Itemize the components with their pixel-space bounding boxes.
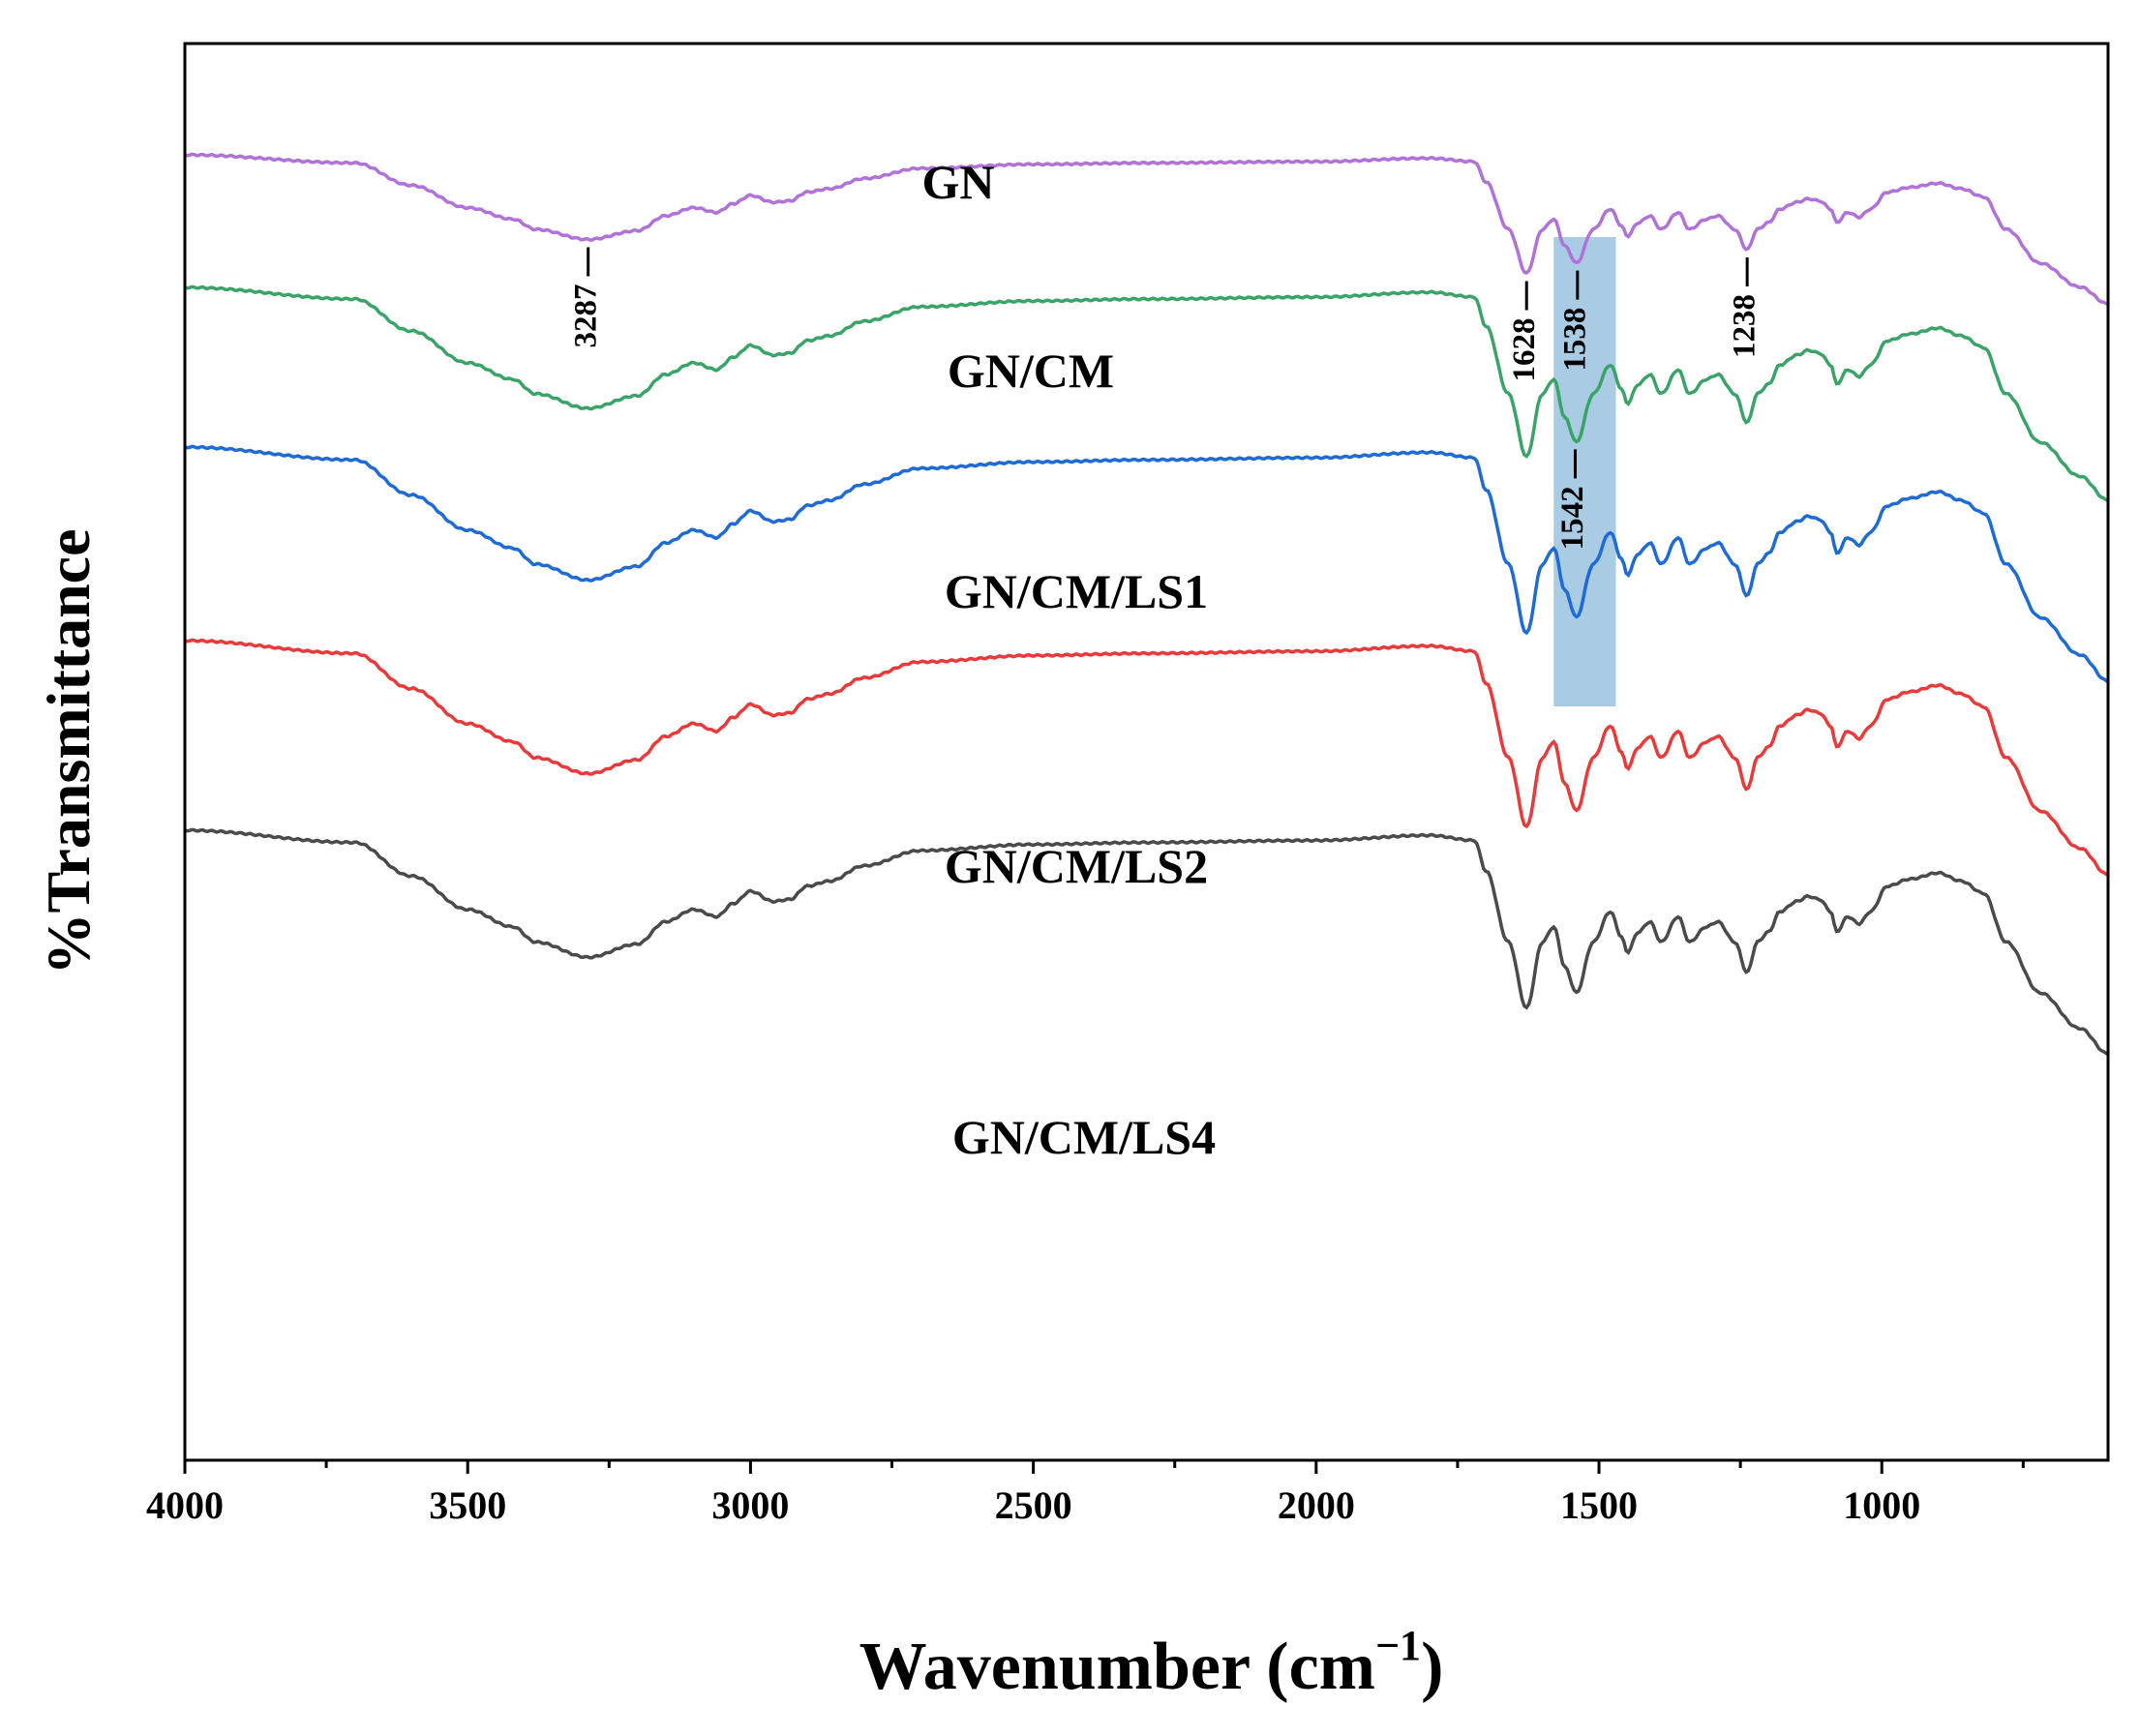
x-tick-label-2: 3000 [711,1483,789,1527]
peak-label-1: 1628 [1507,318,1542,382]
x-tick-label-1: 3500 [429,1483,506,1527]
series-labels: GN GN/CM GN/CM/LS1 GN/CM/LS2 GN/CM/LS4 [922,155,1217,1164]
series-layer [184,152,2109,1057]
x-tick-label-3: 2500 [995,1483,1072,1527]
series-line-4 [184,827,2109,1057]
x-axis-label-close: ) [1421,1630,1443,1704]
series-label-0: GN [922,155,995,209]
series-label-2: GN/CM/LS1 [945,564,1208,618]
series-label-4: GN/CM/LS4 [952,1110,1216,1164]
x-axis-label: Wavenumber (cm−1) [859,1622,1444,1704]
series-line-1 [184,284,2109,503]
highlight-band [1553,237,1616,706]
annotation-layer: 3287 1628 1538 1238 1542 [568,247,1763,550]
x-tick-label-6: 1000 [1843,1483,1920,1527]
peak-label-4: 1542 [1555,486,1590,550]
x-axis-label-superscript: −1 [1375,1622,1421,1669]
peak-label-3: 1238 [1728,294,1763,358]
y-axis-label: %Transmittance [34,529,103,975]
peak-label-2: 1538 [1557,308,1592,372]
x-tick-label-0: 4000 [146,1483,224,1527]
x-tick-label-5: 1500 [1560,1483,1638,1527]
series-line-2 [184,444,2109,684]
peak-label-0: 3287 [568,284,603,348]
x-ticks: 4000 3500 3000 2500 2000 1500 1000 [146,1460,2025,1527]
x-axis-label-main: Wavenumber (cm [859,1630,1375,1704]
series-label-3: GN/CM/LS2 [945,839,1208,893]
x-tick-label-4: 2000 [1278,1483,1355,1527]
series-label-1: GN/CM [948,344,1114,398]
series-line-3 [184,638,2109,878]
series-line-0 [184,152,2109,307]
plot-frame [183,42,2110,1462]
